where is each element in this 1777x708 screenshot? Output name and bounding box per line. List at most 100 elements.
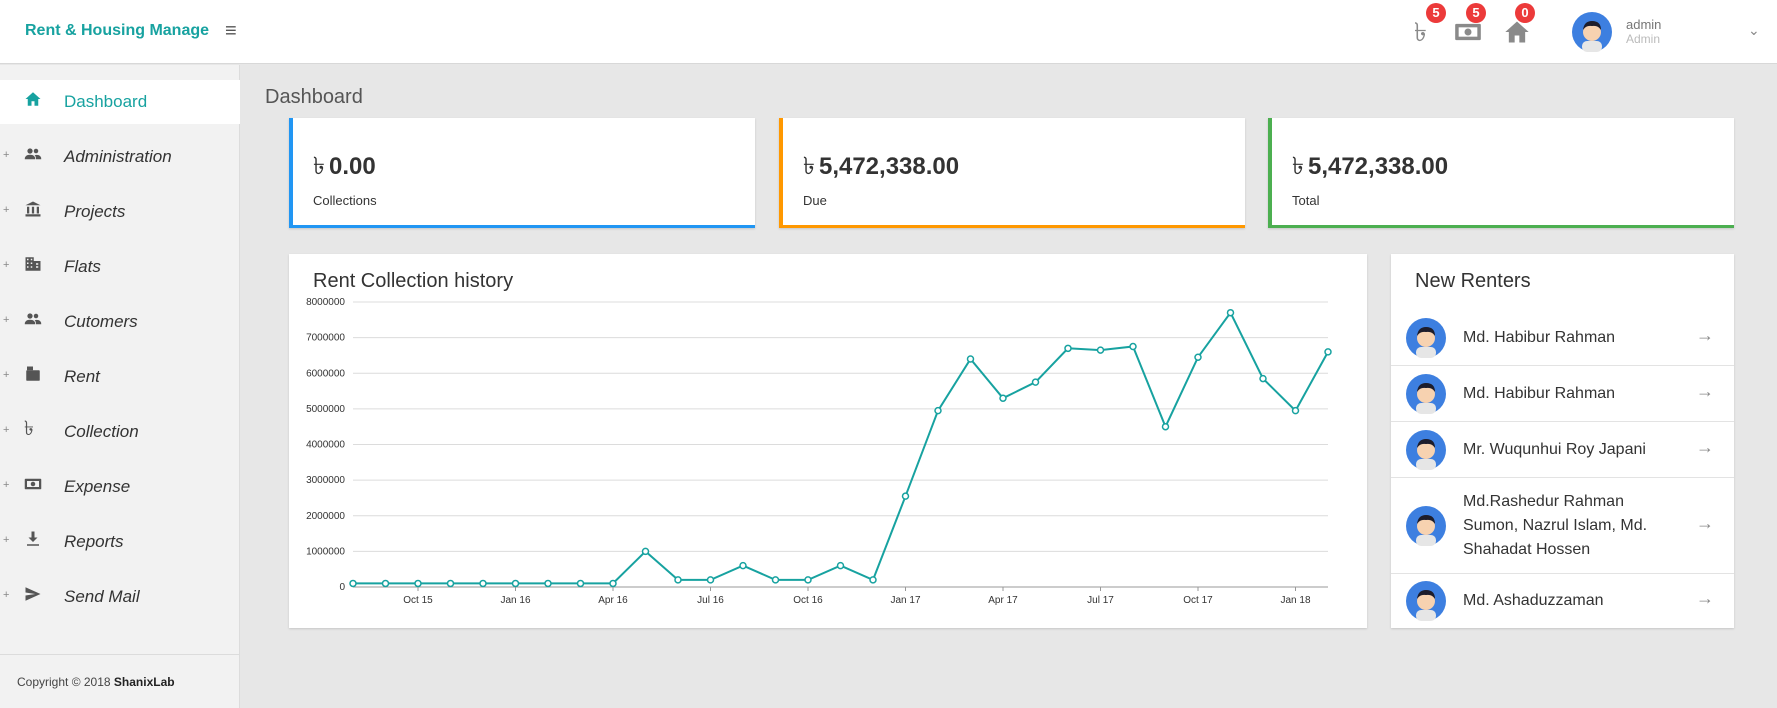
data-point [869, 576, 877, 584]
avatar [1406, 430, 1446, 470]
money-icon [24, 475, 42, 493]
user-avatar[interactable] [1572, 12, 1612, 52]
data-point [576, 579, 585, 588]
sidebar-item-rent[interactable]: + Rent [0, 355, 240, 399]
renters-title: New Renters [1415, 270, 1531, 292]
download-icon [24, 530, 42, 548]
data-point [934, 406, 942, 415]
sidebar-item-label: Flats [64, 257, 101, 276]
new-renters-panel: New Renters Md. Habibur Rahman → Md. Hab… [1391, 254, 1734, 628]
sidebar-item-collection[interactable]: + ৳ Collection [0, 410, 240, 454]
x-tick-label: Jan 18 [1280, 595, 1310, 606]
renter-list-item[interactable]: Md.Rashedur Rahman Sumon, Nazrul Islam, … [1391, 478, 1734, 574]
briefcase-icon [24, 365, 42, 383]
renter-list-item[interactable]: Md. Habibur Rahman → [1391, 310, 1734, 366]
expand-icon[interactable]: + [3, 369, 10, 381]
expand-icon[interactable]: + [3, 479, 10, 491]
chart-title: Rent Collection history [313, 270, 514, 292]
taka-icon: ৳ [313, 152, 325, 180]
collection-notification-button[interactable]: ৳ 5 [1414, 3, 1448, 52]
taka-icon: ৳ [1414, 18, 1427, 48]
stat-value: ৳ 5,472,338.00 [1292, 148, 1448, 188]
avatar [1406, 506, 1446, 546]
renter-name: Md. Habibur Rahman [1463, 385, 1616, 402]
sidebar-item-label: Expense [64, 477, 131, 496]
expand-icon[interactable]: + [3, 259, 10, 271]
sidebar-item-label: Dashboard [64, 92, 148, 111]
sidebar-item-expense[interactable]: + Expense [0, 465, 240, 509]
renter-list-item[interactable]: Md. Habibur Rahman → [1391, 366, 1734, 422]
expand-icon[interactable]: + [3, 314, 10, 326]
arrow-right-icon[interactable]: → [1696, 513, 1714, 533]
collections-card: ৳ 0.00 Collections [289, 118, 755, 228]
arrow-right-icon[interactable]: → [1696, 381, 1714, 401]
renter-name: Mr. Wuqunhui Roy Japani [1463, 441, 1646, 458]
sidebar-item-label: Reports [64, 532, 124, 551]
expand-icon[interactable]: + [3, 424, 10, 436]
data-point [804, 576, 812, 584]
expand-icon[interactable]: + [3, 534, 10, 546]
avatar [1406, 318, 1446, 358]
data-point [1031, 378, 1040, 386]
data-point [446, 579, 455, 588]
sidebar-item-administration[interactable]: + Administration [0, 135, 240, 179]
data-point [414, 579, 422, 588]
data-point [836, 561, 845, 570]
x-tick-label: Oct 17 [1183, 595, 1213, 606]
x-tick-label: Apr 17 [988, 595, 1018, 606]
data-point [1226, 308, 1235, 317]
renter-list-item[interactable]: Md. Ashaduzzaman → [1391, 574, 1734, 628]
expand-icon[interactable]: + [3, 204, 10, 216]
expense-notification-button[interactable]: 5 [1454, 3, 1488, 52]
home-icon [24, 90, 42, 108]
money-icon [1455, 23, 1481, 41]
expand-icon[interactable]: + [3, 149, 10, 161]
arrow-right-icon[interactable]: → [1696, 588, 1714, 608]
y-tick-label: 4000000 [306, 440, 345, 451]
y-tick-label: 1000000 [306, 546, 345, 557]
data-point [999, 394, 1007, 402]
arrow-right-icon[interactable]: → [1696, 437, 1714, 457]
y-tick-label: 5000000 [306, 404, 345, 415]
data-point [479, 579, 487, 588]
data-point [609, 579, 617, 588]
y-tick-label: 8000000 [306, 297, 345, 308]
total-value: 5,472,338.00 [1307, 153, 1449, 180]
x-tick-label: Jul 16 [697, 595, 724, 606]
y-tick-label: 3000000 [306, 475, 345, 486]
notification-badge: 5 [1466, 3, 1486, 23]
sidebar-item-projects[interactable]: + Projects [0, 190, 240, 234]
renter-list-item[interactable]: Mr. Wuqunhui Roy Japani → [1391, 422, 1734, 478]
taka-icon: ৳ [1292, 152, 1304, 180]
app-brand[interactable]: Rent & Housing Manage [25, 22, 210, 39]
data-point [381, 579, 390, 588]
sidebar-item-flats[interactable]: + Flats [0, 245, 240, 289]
copyright-text: Copyright © 2018 [17, 675, 111, 689]
expand-icon[interactable]: + [3, 589, 10, 601]
building-icon [24, 255, 42, 273]
home-icon [1505, 21, 1529, 43]
chevron-down-icon[interactable]: ⌄ [1748, 22, 1760, 38]
people-icon [24, 145, 42, 163]
y-tick-label: 7000000 [306, 333, 345, 344]
menu-toggle-icon[interactable]: ≡ [225, 20, 237, 42]
flat-notification-button[interactable]: 0 [1503, 3, 1537, 52]
sidebar-item-reports[interactable]: + Reports [0, 520, 240, 564]
sidebar-item-label: Cutomers [64, 312, 138, 331]
sidebar-item-customers[interactable]: + Cutomers [0, 300, 240, 344]
sidebar-item-dashboard[interactable]: Dashboard [0, 80, 240, 124]
data-point [1259, 374, 1267, 383]
data-point [1291, 406, 1300, 415]
copyright-brand[interactable]: ShanixLab [113, 675, 175, 689]
renter-name: Md. Ashaduzzaman [1463, 592, 1604, 609]
sidebar-item-send-mail[interactable]: + Send Mail [0, 575, 240, 619]
y-tick-label: 6000000 [306, 368, 345, 379]
avatar [1406, 581, 1446, 621]
rent-collection-history-panel: Rent Collection history 0 1000000 2000000 3… [289, 254, 1367, 628]
arrow-right-icon[interactable]: → [1696, 325, 1714, 345]
rent-collection-chart: 0 1000000 2000000 3000000 4000000 5000000 6000… [306, 297, 1332, 606]
taka-icon: ৳ [24, 416, 34, 440]
page-title: Dashboard [265, 86, 363, 108]
x-tick-label: Oct 16 [793, 595, 823, 606]
avatar [1406, 374, 1446, 414]
